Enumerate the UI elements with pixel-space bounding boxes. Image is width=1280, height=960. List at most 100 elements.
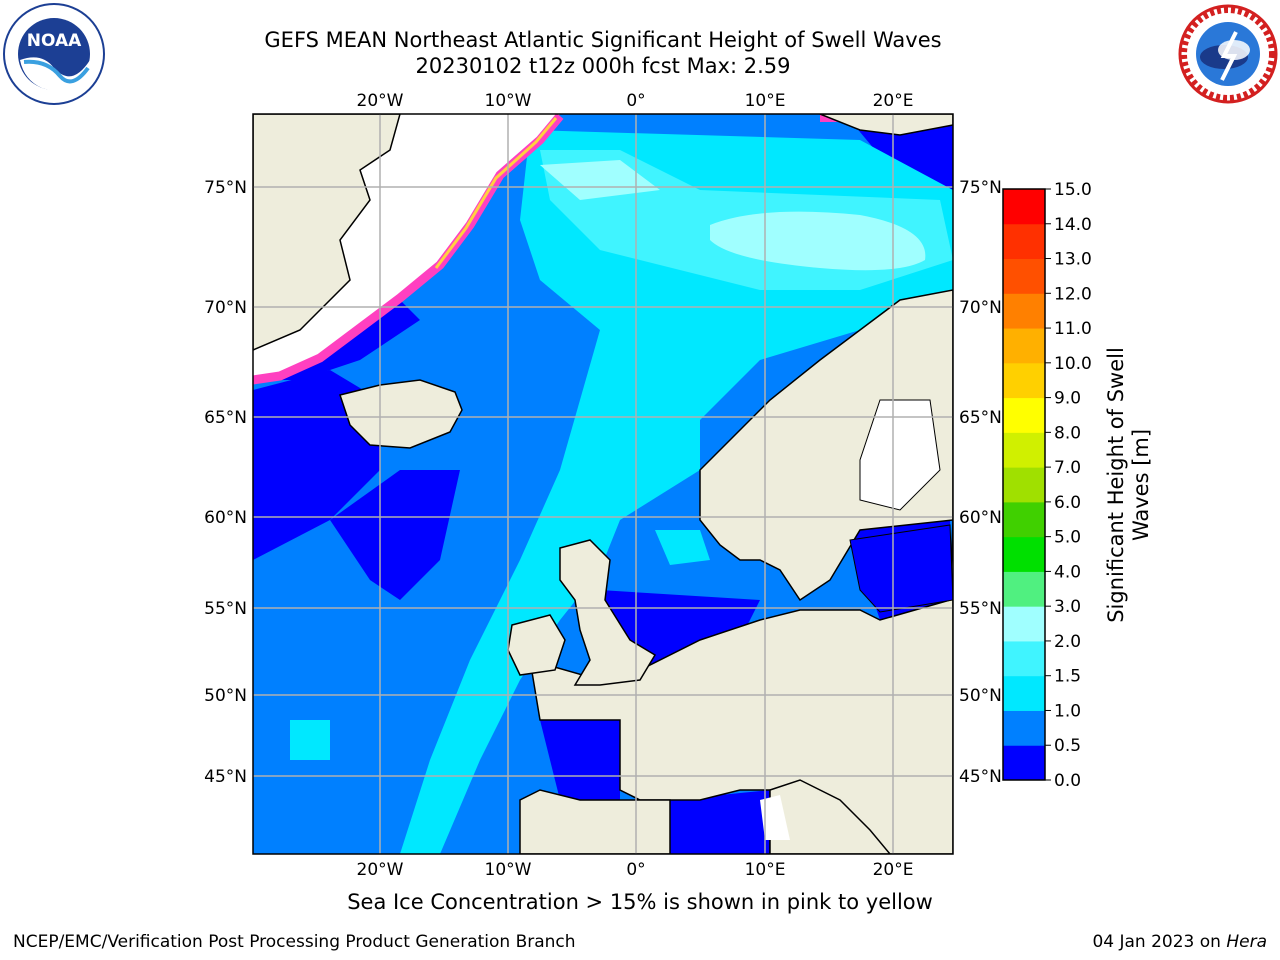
lon-tick-top: 20°W: [357, 91, 404, 111]
sea-ice-note: Sea Ice Concentration > 15% is shown in …: [347, 890, 933, 914]
lat-tick-right: 55°N: [959, 599, 1002, 619]
chart-title: GEFS MEAN Northeast Atlantic Significant…: [264, 28, 942, 52]
bothnia-white: [859, 399, 941, 511]
swell-1.0-1.5-main: [400, 130, 953, 854]
colorbar-bin: [1003, 432, 1045, 468]
lat-tick-left: 75°N: [204, 178, 247, 198]
lat-tick-left: 45°N: [204, 767, 247, 787]
colorbar-bin: [1003, 536, 1045, 572]
colorbar-tick-label: 1.5: [1054, 667, 1081, 687]
footer-machine: Hera: [1226, 932, 1267, 952]
colorbar-tick-label: 3.0: [1054, 597, 1081, 617]
lon-ticks-bottom: 20°W 10°W 0° 10°E 20°E: [357, 860, 914, 880]
graticule: [253, 114, 953, 854]
colorbar: [1003, 189, 1045, 781]
lon-tick-bottom: 20°W: [357, 860, 404, 880]
colorbar-tick-label: 0.0: [1054, 771, 1081, 791]
colorbar-label: Significant Height of Swell Waves [m]: [1104, 347, 1153, 623]
colorbar-tick-label: 10.0: [1054, 354, 1092, 374]
colorbar-tick-label: 7.0: [1054, 458, 1081, 478]
lon-tick-top: 20°E: [873, 91, 914, 111]
lat-tick-right: 65°N: [959, 408, 1002, 428]
lat-tick-right: 50°N: [959, 686, 1002, 706]
lon-ticks-top: 20°W 10°W 0° 10°E 20°E: [357, 91, 914, 111]
lat-tick-right: 60°N: [959, 508, 1002, 528]
colorbar-ticks: 0.0 0.5 1.0 1.5 2.0 3.0 4.0 5.0 6.0 7.0 8.0 9.0 10.0…: [1045, 180, 1092, 791]
lat-tick-left: 70°N: [204, 298, 247, 318]
colorbar-bin: [1003, 189, 1045, 225]
colorbar-tick-label: 13.0: [1054, 250, 1092, 270]
lat-tick-left: 65°N: [204, 408, 247, 428]
iceland-land: [339, 379, 463, 449]
colorbar-bin: [1003, 223, 1045, 260]
corsica-white: [760, 795, 790, 840]
lon-tick-top: 10°W: [485, 91, 532, 111]
lon-tick-top: 10°E: [745, 91, 786, 111]
swell-1.0-1.5-west: [290, 720, 330, 760]
lon-tick-top: 0°: [626, 91, 645, 111]
colorbar-tick-label: 12.0: [1054, 284, 1092, 304]
lat-tick-right: 75°N: [959, 178, 1002, 198]
colorbar-bin: [1003, 571, 1045, 607]
colorbar-bin: [1003, 640, 1045, 677]
italy-land: [769, 779, 891, 854]
swell-2.0-3.0-north: [540, 160, 660, 200]
swell-0-0.5-nearshore: [253, 300, 420, 380]
colorbar-bin: [1003, 710, 1045, 746]
swell-2.0-3.0-east: [710, 211, 926, 271]
colorbar-tick-label: 11.0: [1054, 319, 1092, 339]
colorbar-tick-label: 9.0: [1054, 389, 1081, 409]
sea-ice-edge-yellow: [434, 117, 558, 269]
colorbar-bin: [1003, 467, 1045, 503]
colorbar-label-line2: Waves [m]: [1129, 429, 1153, 541]
swell-1.0-1.5-patch: [655, 530, 710, 565]
colorbar-bin: [1003, 293, 1045, 329]
swell-0-0.5-med: [670, 790, 770, 854]
noaa-logo-text: NOAA: [27, 31, 82, 51]
noaa-logo: NOAA: [3, 3, 105, 105]
colorbar-label-line1: Significant Height of Swell: [1104, 347, 1128, 623]
colorbar-tick-label: 15.0: [1054, 180, 1092, 200]
baltic-water: [849, 524, 953, 613]
colorbar-bin: [1003, 606, 1045, 642]
colorbar-bin: [1003, 501, 1045, 538]
colorbar-tick-label: 4.0: [1054, 562, 1081, 582]
lat-tick-left: 50°N: [204, 686, 247, 706]
colorbar-tick-label: 1.0: [1054, 701, 1081, 721]
lon-tick-bottom: 10°W: [485, 860, 532, 880]
colorbar-tick-label: 0.5: [1054, 736, 1081, 756]
lat-ticks-left: 75°N 70°N 65°N 60°N 55°N 50°N 45°N: [204, 178, 247, 787]
colorbar-tick-label: 2.0: [1054, 632, 1081, 652]
colorbar-bin: [1003, 328, 1045, 364]
colorbar-tick-label: 5.0: [1054, 528, 1081, 548]
colorbar-bin: [1003, 258, 1045, 294]
footer-date: 04 Jan 2023 on Hera: [1092, 932, 1267, 952]
map-area: [253, 114, 953, 854]
lat-ticks-right: 75°N 70°N 65°N 60°N 55°N 50°N 45°N: [959, 178, 1002, 787]
colorbar-tick-label: 8.0: [1054, 423, 1081, 443]
footer-branch: NCEP/EMC/Verification Post Processing Pr…: [13, 932, 576, 952]
colorbar-tick-label: 6.0: [1054, 493, 1081, 513]
colorbar-bin: [1003, 362, 1045, 399]
map-frame: [252, 113, 954, 855]
swell-0-0.5-biscay: [540, 720, 620, 800]
greenland-land: [253, 114, 401, 351]
lat-tick-right: 45°N: [959, 767, 1002, 787]
nws-logo: [1178, 4, 1278, 104]
colorbar-bin: [1003, 745, 1045, 781]
colorbar-bin: [1003, 675, 1045, 711]
lon-tick-bottom: 20°E: [873, 860, 914, 880]
svalbard-land: [819, 114, 953, 136]
great-britain-land: [559, 539, 657, 686]
lon-tick-bottom: 10°E: [745, 860, 786, 880]
colorbar-frame: [1002, 188, 1046, 781]
footer-date-text: 04 Jan 2023 on: [1092, 932, 1227, 952]
swell-0-0.5-band: [330, 470, 460, 600]
colorbar-bin: [1003, 397, 1045, 433]
iberia-land: [519, 789, 671, 854]
colorbar-tick-label: 14.0: [1054, 215, 1092, 235]
chart-subtitle: 20230102 t12z 000h fcst Max: 2.59: [415, 54, 791, 78]
lat-tick-left: 60°N: [204, 508, 247, 528]
lat-tick-right: 70°N: [959, 298, 1002, 318]
